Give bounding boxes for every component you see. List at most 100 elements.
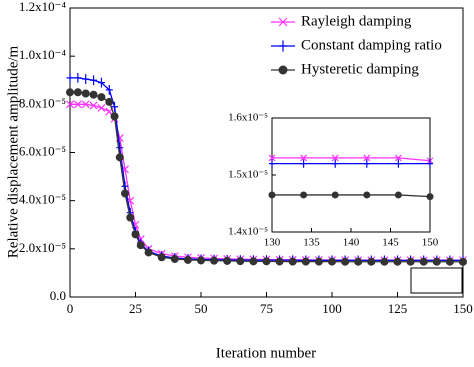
point [81,100,90,109]
point [426,193,434,201]
point [445,257,454,266]
y-tick-label: 8.0x10⁻⁵ [19,95,66,110]
y-tick-label: 1.0x10⁻⁴ [19,47,67,62]
y-axis-label: Relative displacement amplitude/m [5,45,21,258]
point [363,159,370,168]
point [144,248,153,257]
zoom-region [410,267,463,294]
point [97,104,106,112]
point [157,253,166,262]
y-tick-label: 1.2x10⁻⁴ [19,0,67,14]
point [121,189,130,198]
point [268,191,276,199]
x-tick-label: 125 [388,301,408,316]
point [367,257,376,266]
x-tick-label: 145 [382,237,399,249]
point [236,257,245,266]
point [363,191,371,199]
plot-frame [271,117,431,233]
y-tick-label: 1.6x10⁻⁵ [228,112,268,124]
point [73,100,82,109]
point [262,257,271,266]
point [275,257,284,266]
point [269,159,275,168]
point [223,256,232,265]
point [81,89,90,98]
legend-marker [279,40,287,52]
point [300,191,308,199]
point [363,154,371,162]
point [115,153,124,162]
point [97,93,106,102]
x-tick-label: 150 [422,237,439,249]
point [459,257,467,266]
point [90,75,98,86]
point [427,159,433,168]
point [380,257,389,266]
point [301,257,310,266]
point [288,257,297,266]
point [89,90,98,99]
x-tick-label: 25 [129,301,142,316]
point [341,257,350,266]
point [66,88,74,97]
point [111,101,119,112]
point [268,154,276,162]
point [406,257,415,266]
point [131,230,140,239]
point [331,154,339,162]
y-tick-label: 1.4x10⁻⁵ [228,226,268,238]
x-axis-label: Iteration number [216,345,316,361]
y-tick-label: 1.5x10⁻⁵ [228,169,268,181]
legend-label: Hysteretic damping [301,61,419,77]
legend-label: Constant damping ratio [301,37,442,53]
x-tick-label: 0 [67,301,74,316]
point [249,257,258,266]
point [394,191,402,199]
series-line [272,157,431,162]
point [105,97,114,106]
point [393,257,402,266]
point [328,257,336,266]
legend-marker [278,17,288,27]
y-tick-label: 0.0 [50,288,66,303]
point [136,241,145,250]
point [314,257,323,266]
point [183,255,192,264]
point [394,154,402,162]
point [300,159,307,168]
point [110,112,119,121]
point [354,257,363,266]
point [432,257,441,266]
point [395,159,402,168]
point [66,72,74,83]
y-tick-label: 6.0x10⁻⁵ [19,143,66,158]
x-tick-label: 150 [453,301,473,316]
point [197,256,205,265]
legend-label: Rayleigh damping [301,13,412,29]
point [170,254,179,263]
y-tick-label: 4.0x10⁻⁵ [19,192,66,207]
y-tick-label: 2.0x10⁻⁵ [19,240,66,255]
point [419,257,428,266]
x-tick-label: 75 [260,301,273,316]
point [66,100,74,109]
series-line [272,194,431,198]
point [126,213,135,222]
point [73,88,82,97]
point [105,84,113,95]
point [116,142,124,153]
point [97,77,105,88]
point [210,256,219,265]
x-tick-label: 140 [343,237,360,249]
point [331,191,339,199]
point [74,72,82,83]
x-tick-label: 135 [303,237,320,249]
x-tick-label: 100 [322,301,342,316]
x-tick-label: 50 [195,301,208,316]
point [89,101,98,110]
point [82,74,90,84]
x-tick-label: 130 [264,237,281,249]
point [300,154,308,162]
